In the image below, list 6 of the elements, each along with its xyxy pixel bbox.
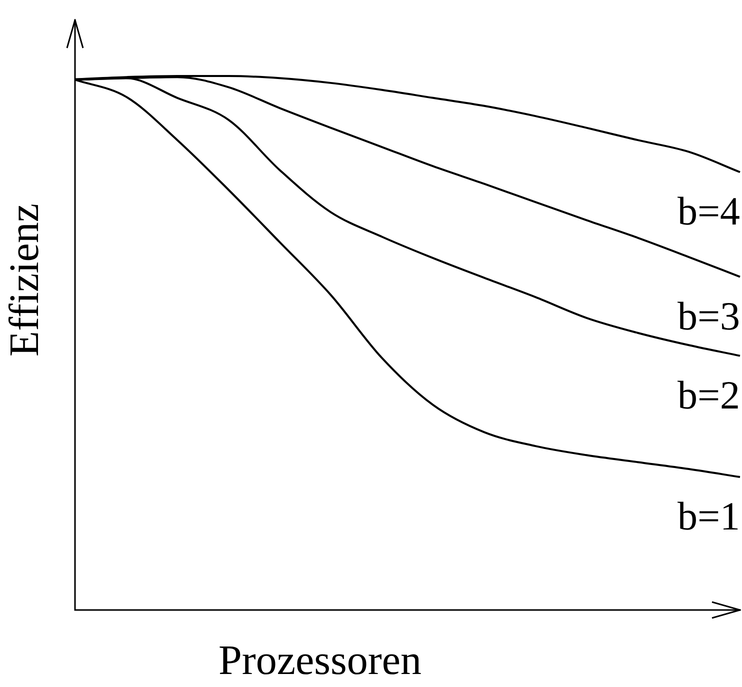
series-label: b=4 (677, 188, 740, 234)
y-axis-title: Effizienz (2, 203, 48, 357)
x-axis-title: Prozessoren (218, 638, 422, 684)
series-label: b=2 (677, 372, 740, 418)
series-label: b=1 (677, 494, 740, 539)
series-label: b=3 (677, 293, 740, 338)
